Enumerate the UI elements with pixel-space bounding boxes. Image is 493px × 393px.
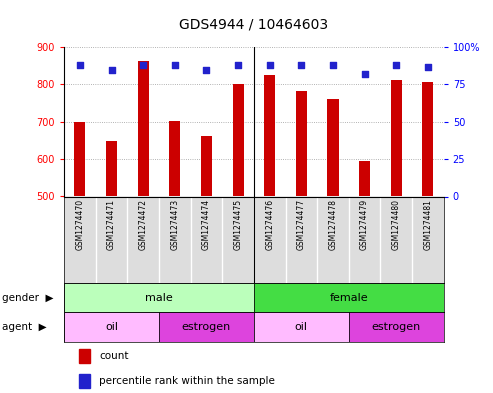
Text: GSM1274471: GSM1274471 [107, 199, 116, 250]
Bar [159, 312, 254, 342]
Text: estrogen: estrogen [182, 322, 231, 332]
Bar [359, 161, 370, 196]
Text: percentile rank within the sample: percentile rank within the sample [99, 376, 275, 386]
Bar [264, 75, 275, 196]
Bar [138, 61, 149, 196]
Point [139, 62, 147, 68]
Bar [423, 81, 433, 196]
Text: GDS4944 / 10464603: GDS4944 / 10464603 [179, 18, 328, 32]
Point [424, 63, 432, 70]
Text: male: male [145, 293, 173, 303]
Text: GSM1274481: GSM1274481 [423, 199, 432, 250]
Point [234, 62, 242, 68]
Text: GSM1274470: GSM1274470 [75, 199, 84, 250]
Text: GSM1274473: GSM1274473 [170, 199, 179, 250]
Text: GSM1274474: GSM1274474 [202, 199, 211, 250]
Bar [391, 80, 402, 196]
Bar [327, 99, 339, 196]
Bar [64, 312, 159, 342]
Point [392, 62, 400, 68]
Bar [169, 121, 180, 196]
Bar [64, 283, 254, 312]
Point [266, 62, 274, 68]
Bar [296, 91, 307, 196]
Bar [254, 283, 444, 312]
Bar [349, 312, 444, 342]
Text: GSM1274480: GSM1274480 [392, 199, 401, 250]
Point [171, 62, 179, 68]
Point [203, 66, 211, 73]
Bar [201, 136, 212, 196]
Text: oil: oil [105, 322, 118, 332]
Bar [79, 349, 90, 364]
Point [329, 62, 337, 68]
Bar [74, 122, 85, 196]
Text: oil: oil [295, 322, 308, 332]
Bar [79, 374, 90, 388]
Point [361, 71, 369, 77]
Text: GSM1274478: GSM1274478 [328, 199, 338, 250]
Text: GSM1274479: GSM1274479 [360, 199, 369, 250]
Text: GSM1274476: GSM1274476 [265, 199, 274, 250]
Text: agent  ▶: agent ▶ [2, 322, 47, 332]
Text: GSM1274472: GSM1274472 [139, 199, 148, 250]
Text: female: female [329, 293, 368, 303]
Bar [254, 312, 349, 342]
Point [76, 62, 84, 68]
Bar [106, 141, 117, 196]
Bar [233, 84, 244, 196]
Text: GSM1274475: GSM1274475 [234, 199, 243, 250]
Text: estrogen: estrogen [372, 322, 421, 332]
Point [297, 62, 305, 68]
Point [107, 66, 115, 73]
Text: count: count [99, 351, 129, 361]
Text: GSM1274477: GSM1274477 [297, 199, 306, 250]
Text: gender  ▶: gender ▶ [2, 293, 54, 303]
